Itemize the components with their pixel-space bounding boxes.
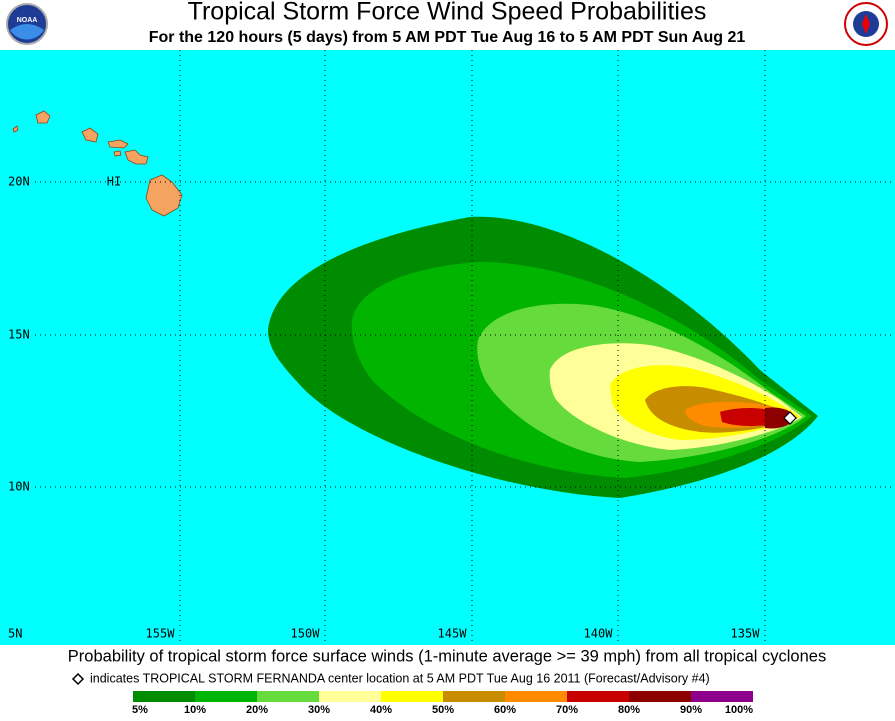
legend-label: 30%	[308, 704, 330, 716]
legend-swatch	[319, 691, 381, 702]
caption: Probability of tropical storm force surf…	[68, 647, 826, 665]
legend-label: 80%	[618, 704, 640, 716]
legend-label: 70%	[556, 704, 578, 716]
title: Tropical Storm Force Wind Speed Probabil…	[188, 0, 707, 26]
island	[12, 125, 19, 133]
legend-label: 60%	[494, 704, 516, 716]
legend-label: 20%	[246, 704, 268, 716]
note: indicates TROPICAL STORM FERNANDA center…	[90, 671, 710, 685]
legend-diamond	[71, 672, 85, 686]
legend-swatch	[567, 691, 629, 702]
legend-swatch	[629, 691, 691, 702]
legend-label: 5%	[132, 704, 148, 716]
legend-swatch	[443, 691, 505, 702]
island	[113, 150, 122, 157]
lon-label: 145W	[438, 627, 468, 641]
hawaii	[12, 110, 183, 217]
legend-swatch	[691, 691, 753, 702]
legend-swatch	[257, 691, 319, 702]
island	[35, 110, 51, 124]
legend-swatch	[195, 691, 257, 702]
lon-label: 155W	[146, 627, 176, 641]
noaa-logo: NOAA	[6, 3, 48, 45]
lat-label: 5N	[8, 627, 22, 641]
storm-center	[783, 411, 797, 425]
legend-swatch	[381, 691, 443, 702]
island	[124, 149, 149, 165]
lat-label: 15N	[8, 328, 30, 342]
contours	[268, 216, 818, 499]
lon-label: 135W	[731, 627, 761, 641]
island	[107, 139, 129, 149]
legend-label: 90%	[680, 704, 702, 716]
svg-text:NOAA: NOAA	[17, 17, 38, 24]
lon-label: 150W	[291, 627, 321, 641]
contour	[765, 407, 796, 429]
legend-label: 50%	[432, 704, 454, 716]
nws-logo	[844, 2, 888, 46]
legend-swatch	[133, 691, 195, 702]
legend-label: 40%	[370, 704, 392, 716]
legend-swatch	[505, 691, 567, 702]
island	[145, 174, 183, 217]
legend-label: 10%	[184, 704, 206, 716]
lat-label: 10N	[8, 480, 30, 494]
lat-label: 20N	[8, 175, 30, 189]
legend-label: 100%	[725, 704, 753, 716]
island	[81, 127, 99, 143]
place-label: HI	[107, 175, 121, 189]
subtitle: For the 120 hours (5 days) from 5 AM PDT…	[149, 29, 746, 46]
lon-label: 140W	[584, 627, 614, 641]
